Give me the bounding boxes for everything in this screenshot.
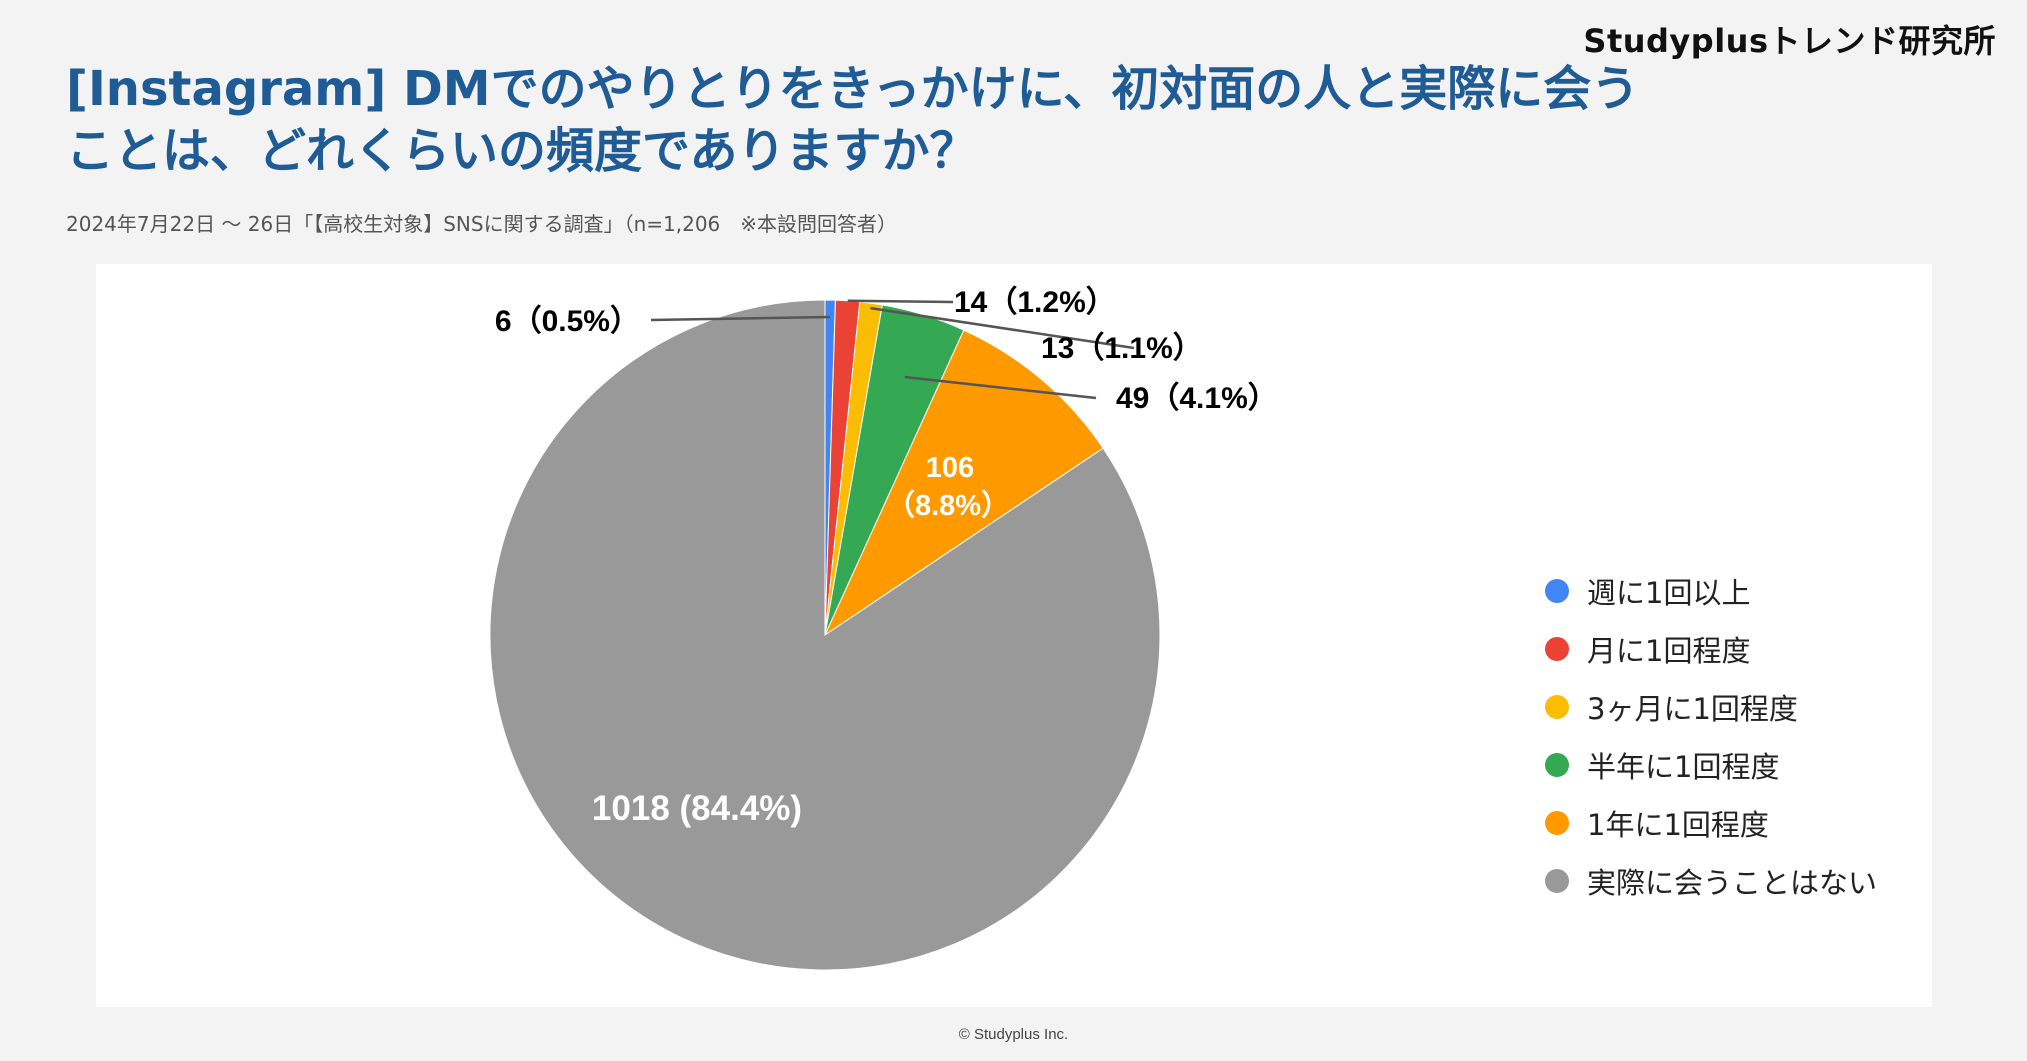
leader-line-1 [650, 315, 830, 322]
pie-slice-5 [823, 329, 1104, 637]
legend-item-6: 実際に会うことはない [1545, 852, 1877, 910]
title-line-1: [Instagram] DMでのやりとりをきっかけに、初対面の人と実際に会う [66, 61, 1640, 117]
data-label-6: 1018 (84.4%) [592, 789, 802, 828]
data-label-5-percent: （8.8%） [886, 489, 1010, 522]
legend-swatch-icon [1545, 753, 1569, 777]
leader-line-2 [847, 299, 954, 304]
leader-line-3 [870, 306, 1135, 350]
legend-label: 半年に1回程度 [1587, 750, 1780, 784]
legend-item-1: 週に1回以上 [1545, 562, 1877, 620]
legend-item-4: 半年に1回程度 [1545, 736, 1877, 794]
copyright-footer: © Studyplus Inc. [958, 1026, 1069, 1043]
legend-swatch-icon [1545, 637, 1569, 661]
pie-chart: 6（0.5%） 14（1.2%） 13（1.1%） 49（4.1%） 106 （8.8%）… [489, 285, 1278, 971]
legend-label: 1年に1回程度 [1587, 808, 1769, 842]
data-label-5-value: 106 [926, 452, 974, 484]
legend-label: 週に1回以上 [1587, 576, 1751, 610]
legend-item-2: 月に1回程度 [1545, 620, 1877, 678]
legend-item-5: 1年に1回程度 [1545, 794, 1877, 852]
data-label-2: 14（1.2%） [954, 285, 1116, 319]
data-label-4: 49（4.1%） [1116, 381, 1278, 415]
chart-panel: 6（0.5%） 14（1.2%） 13（1.1%） 49（4.1%） 106 （8.8%）… [96, 264, 1932, 1007]
pie-slice-6 [489, 299, 1161, 971]
brand-logo: Studyplusトレンド研究所 [1583, 22, 1996, 60]
legend-swatch-icon [1545, 579, 1569, 603]
legend-label: 月に1回程度 [1587, 634, 1751, 668]
leader-line-4 [904, 375, 1097, 400]
legend-item-3: 3ヶ月に1回程度 [1545, 678, 1877, 736]
survey-subtitle: 2024年7月22日 〜 26日「【高校生対象】SNSに関する調査」（n=1,2… [66, 212, 898, 236]
legend-swatch-icon [1545, 869, 1569, 893]
legend-label: 3ヶ月に1回程度 [1587, 692, 1798, 726]
data-label-3: 13（1.1%） [1041, 331, 1203, 365]
legend-swatch-icon [1545, 811, 1569, 835]
legend-swatch-icon [1545, 695, 1569, 719]
chart-legend: 週に1回以上 月に1回程度 3ヶ月に1回程度 半年に1回程度 1年に1回程度実際に会うこ… [1545, 562, 1877, 910]
chart-title: [Instagram] DMでのやりとりをきっかけに、初対面の人と実際に会う こ… [66, 58, 1706, 182]
legend-label: 実際に会うことはない [1587, 866, 1878, 900]
data-label-1: 6（0.5%） [495, 304, 640, 338]
title-line-2: ことは、どれくらいの頻度でありますか？ [66, 123, 978, 179]
